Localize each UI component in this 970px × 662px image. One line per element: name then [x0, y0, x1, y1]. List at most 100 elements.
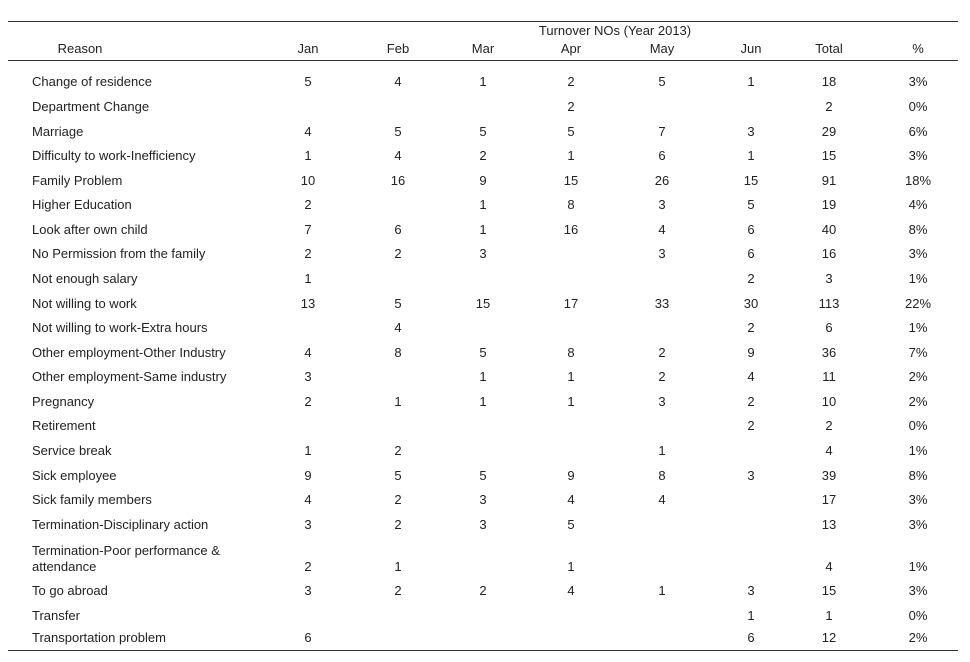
number-cell: 8 — [567, 345, 575, 360]
percent-cell: 1% — [908, 559, 928, 574]
number-cell: 17 — [821, 492, 837, 507]
number-cell: 2 — [825, 418, 833, 433]
number-cell: 91 — [821, 173, 837, 188]
table-row: Department Change 2 2 0% — [0, 75, 970, 115]
table-row: Retirement 2 2 0% — [0, 394, 970, 434]
number-cell: 2 — [747, 320, 755, 335]
number-cell: 7 — [658, 124, 666, 139]
percent-cell: 0% — [908, 608, 928, 623]
number-cell: 1 — [747, 148, 755, 163]
percent-cell: 22% — [904, 296, 932, 311]
number-cell: 15 — [821, 583, 837, 598]
number-cell: 1 — [747, 74, 755, 89]
number-cell: 2 — [304, 246, 312, 261]
number-cell: 4 — [658, 222, 666, 237]
number-cell: 3 — [658, 246, 666, 261]
number-cell: 16 — [563, 222, 579, 237]
reason-cell: Pregnancy — [32, 394, 95, 409]
number-cell: 4 — [394, 320, 402, 335]
table-row: Look after own child 7 6 1 16 4 6 40 8% — [0, 198, 970, 238]
number-cell: 5 — [479, 345, 487, 360]
header-row: Reason Jan Feb Mar Apr May Jun Total% — [0, 41, 970, 57]
table-row: No Permission from the family 2 2 3 3 6 16 3% — [0, 222, 970, 262]
percent-cell: 3% — [908, 246, 928, 261]
percent-cell: 7% — [908, 345, 928, 360]
reason-cell: Transportation problem — [32, 630, 166, 645]
number-cell: 8 — [658, 468, 666, 483]
percent-cell: 1% — [908, 320, 928, 335]
percent-cell: 8% — [908, 468, 928, 483]
number-cell: 3 — [304, 583, 312, 598]
number-cell: 16 — [390, 173, 406, 188]
number-cell: 9 — [304, 468, 312, 483]
number-cell: 36 — [821, 345, 837, 360]
number-cell: 2 — [394, 443, 402, 458]
number-cell: 26 — [654, 173, 670, 188]
table-row: Marriage 4 5 5 5 7 3 29 6% — [0, 100, 970, 140]
bottom-rule — [8, 650, 958, 651]
number-cell: 113 — [818, 296, 840, 311]
percent-cell: 4% — [908, 197, 928, 212]
table-row: Sick employee 9 5 5 9 8 3 39 8% — [0, 444, 970, 484]
number-cell: 2 — [479, 583, 487, 598]
number-cell: 1 — [479, 394, 487, 409]
number-cell: 3 — [747, 124, 755, 139]
percent-cell: 3% — [908, 74, 928, 89]
reason-cell: Not willing to work — [32, 296, 137, 311]
number-cell: 3 — [747, 468, 755, 483]
number-cell: 2 — [394, 492, 402, 507]
reason-cell: Department Change — [32, 99, 150, 114]
number-cell: 5 — [747, 197, 755, 212]
number-cell: 5 — [567, 517, 575, 532]
number-cell: 1 — [747, 608, 755, 623]
number-cell: 3 — [304, 369, 312, 384]
number-cell: 4 — [658, 492, 666, 507]
number-cell: 4 — [567, 583, 575, 598]
number-cell: 39 — [821, 468, 837, 483]
number-cell: 15 — [821, 148, 837, 163]
number-cell: 5 — [394, 296, 402, 311]
percent-cell: 3% — [908, 517, 928, 532]
number-cell: 15 — [475, 296, 491, 311]
number-cell: 3 — [658, 197, 666, 212]
number-cell: 40 — [821, 222, 837, 237]
number-cell: 1 — [567, 394, 575, 409]
percent-cell: 6% — [908, 124, 928, 139]
number-cell: 9 — [479, 173, 487, 188]
number-cell: 1 — [304, 443, 312, 458]
percent-cell: 0% — [908, 418, 928, 433]
number-cell: 1 — [658, 443, 666, 458]
number-cell: 1 — [567, 369, 575, 384]
reason-cell: Higher Education — [32, 197, 132, 212]
number-cell: 2 — [479, 148, 487, 163]
reason-cell: Family Problem — [32, 173, 123, 188]
number-cell: 18 — [821, 74, 837, 89]
number-cell: 10 — [300, 173, 316, 188]
percent-cell: 2% — [908, 630, 928, 645]
number-cell: 3 — [479, 517, 487, 532]
number-cell: 1 — [304, 148, 312, 163]
column-header: % — [912, 41, 924, 56]
column-header: Jun — [740, 41, 762, 56]
reason-cell: To go abroad — [32, 583, 108, 598]
number-cell: 1 — [479, 197, 487, 212]
table-row: Other employment-Other Industry 4 8 5 8 2 9 36 7… — [0, 321, 970, 361]
number-cell: 1 — [479, 369, 487, 384]
percent-cell: 8% — [908, 222, 928, 237]
percent-cell: 1% — [908, 271, 928, 286]
number-cell: 2 — [304, 197, 312, 212]
number-cell: 33 — [654, 296, 670, 311]
reason-cell: No Permission from the family — [32, 246, 206, 261]
table-row: Sick family members 4 2 3 4 4 17 3% — [0, 468, 970, 508]
header-rule — [8, 60, 958, 61]
number-cell: 15 — [743, 173, 759, 188]
percent-cell: 3% — [908, 583, 928, 598]
number-cell: 4 — [747, 369, 755, 384]
number-cell: 6 — [394, 222, 402, 237]
number-cell: 4 — [304, 345, 312, 360]
percent-cell: 0% — [908, 99, 928, 114]
number-cell: 1 — [567, 148, 575, 163]
number-cell: 1 — [825, 608, 833, 623]
number-cell: 2 — [394, 583, 402, 598]
